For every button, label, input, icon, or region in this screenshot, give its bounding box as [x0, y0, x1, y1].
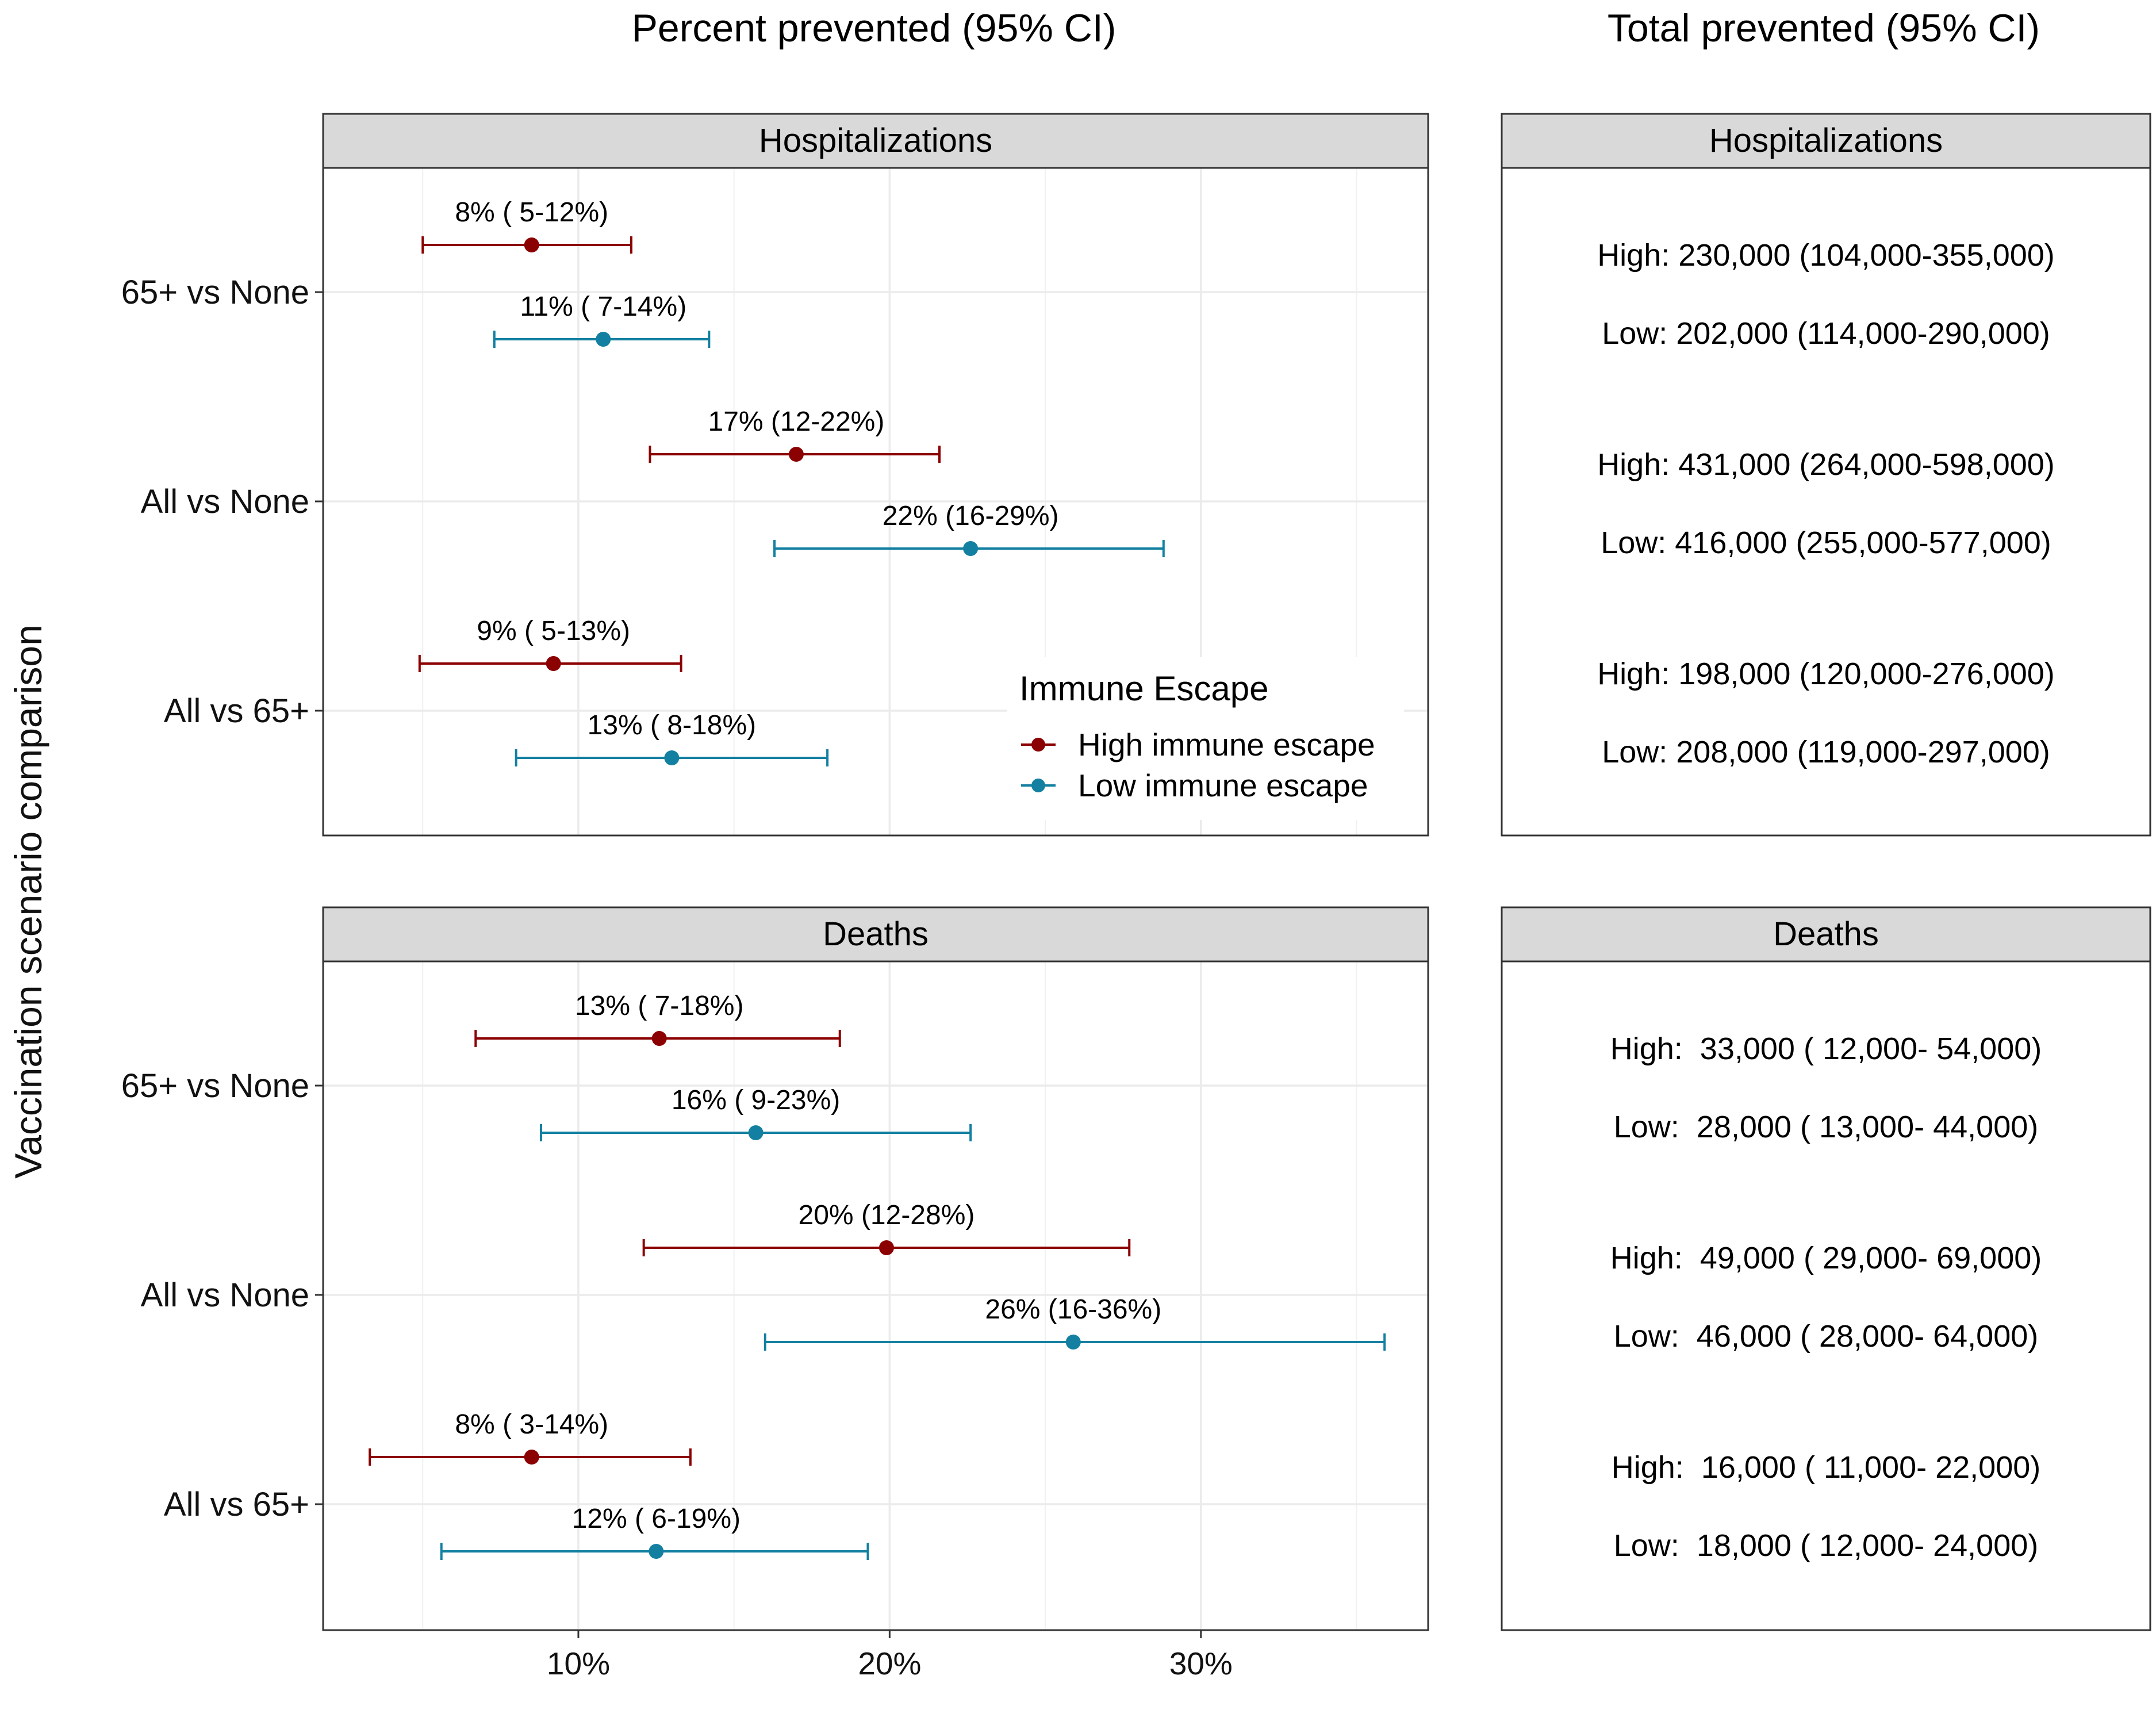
estimate-point: [651, 1031, 667, 1046]
x-tick-label: 10%: [547, 1646, 610, 1681]
total-value-line: Low: 202,000 (114,000-290,000): [1602, 316, 2050, 351]
legend-item-high: High immune escape: [1021, 727, 1375, 762]
percent-column-title: Percent prevented (95% CI): [632, 6, 1117, 50]
total-value-line: High: 33,000 ( 12,000- 54,000): [1610, 1032, 2042, 1066]
strip-label-deaths: Deaths: [823, 915, 929, 953]
total-value-line: Low: 18,000 ( 12,000- 24,000): [1614, 1528, 2039, 1563]
x-axis: 10% 20% 30%: [547, 1630, 1233, 1681]
legend-key-point-high: [1031, 738, 1045, 752]
total-panel-border-deaths: [1501, 960, 2151, 1631]
estimate-label: 20% (12-28%): [799, 1200, 975, 1230]
legend-label-high: High immune escape: [1078, 727, 1375, 762]
estimate-point: [963, 541, 979, 556]
estimate-label: 8% ( 3-14%): [455, 1409, 608, 1440]
estimate-point: [1065, 1335, 1081, 1350]
legend: Immune Escape High immune escape Low imm…: [1007, 657, 1404, 820]
total-value-line: High: 16,000 ( 11,000- 22,000): [1612, 1450, 2041, 1485]
total-strip-deaths: [1501, 906, 2151, 963]
estimate-label: 13% ( 8-18%): [588, 710, 756, 741]
estimate-point: [788, 447, 804, 462]
estimate-label: 8% ( 5-12%): [455, 197, 608, 228]
panel-border-deaths: [322, 960, 1429, 1631]
x-tick-label: 30%: [1169, 1646, 1233, 1681]
estimate-point: [649, 1544, 664, 1559]
estimate-point: [748, 1125, 764, 1140]
percent-panel-deaths: Deaths 65+ vs None All vs None All vs 65+ 13…: [121, 906, 1429, 1631]
y-tick-label: All vs 65+: [164, 1486, 309, 1523]
total-panel-deaths: Deaths High: 33,000 ( 12,000- 54,000) Low:…: [1501, 906, 2151, 1631]
legend-label-low: Low immune escape: [1078, 768, 1368, 803]
estimate-label: 11% ( 7-14%): [520, 292, 686, 322]
estimate-point: [524, 1450, 539, 1465]
total-strip-label-deaths: Deaths: [1773, 915, 1879, 953]
y-tick-label: 65+ vs None: [121, 274, 309, 311]
y-tick-label: 65+ vs None: [121, 1067, 309, 1105]
panel-border-hospitalizations: [322, 167, 1429, 837]
total-value-line: Low: 28,000 ( 13,000- 44,000): [1614, 1110, 2039, 1144]
total-value-line: High: 49,000 ( 29,000- 69,000): [1610, 1241, 2042, 1275]
estimate-label: 9% ( 5-13%): [477, 616, 630, 646]
estimate-point: [546, 656, 561, 671]
strip-hospitalizations: [322, 113, 1429, 169]
estimate-label: 26% (16-36%): [985, 1294, 1161, 1325]
estimate-label: 16% ( 9-23%): [672, 1085, 840, 1116]
total-strip-label-hospitalizations: Hospitalizations: [1709, 122, 1943, 159]
total-value-line: High: 230,000 (104,000-355,000): [1597, 238, 2055, 273]
estimate-point: [524, 237, 539, 252]
total-value-line: Low: 208,000 (119,000-297,000): [1602, 735, 2050, 769]
estimate-label: 22% (16-29%): [883, 501, 1059, 531]
strip-label-hospitalizations: Hospitalizations: [759, 122, 992, 159]
estimate-point: [878, 1240, 894, 1255]
total-panel-border-hospitalizations: [1501, 167, 2151, 837]
y-axis-title: Vaccination scenario comparison: [7, 624, 49, 1179]
total-column-title: Total prevented (95% CI): [1608, 6, 2040, 50]
estimate-label: 13% ( 7-18%): [575, 991, 743, 1021]
estimate-point: [596, 332, 611, 347]
estimate-point: [664, 750, 680, 765]
estimate-label: 17% (12-22%): [708, 407, 885, 437]
y-tick-label: All vs None: [141, 483, 309, 520]
strip-deaths: [322, 906, 1429, 963]
legend-item-low: Low immune escape: [1021, 768, 1368, 803]
estimate-label: 12% ( 6-19%): [572, 1504, 741, 1534]
y-tick-label: All vs None: [141, 1276, 309, 1314]
y-tick-label: All vs 65+: [164, 692, 309, 730]
legend-key-point-low: [1031, 779, 1045, 792]
total-value-line: High: 198,000 (120,000-276,000): [1597, 657, 2055, 691]
legend-title: Immune Escape: [1019, 669, 1269, 708]
x-tick-label: 20%: [858, 1646, 921, 1681]
total-panel-hospitalizations: Hospitalizations High: 230,000 (104,000-3…: [1501, 113, 2151, 837]
legend-background: [1007, 657, 1404, 820]
total-value-line: Low: 416,000 (255,000-577,000): [1601, 526, 2051, 560]
total-value-line: Low: 46,000 ( 28,000- 64,000): [1614, 1319, 2039, 1354]
total-value-line: High: 431,000 (264,000-598,000): [1597, 447, 2055, 482]
